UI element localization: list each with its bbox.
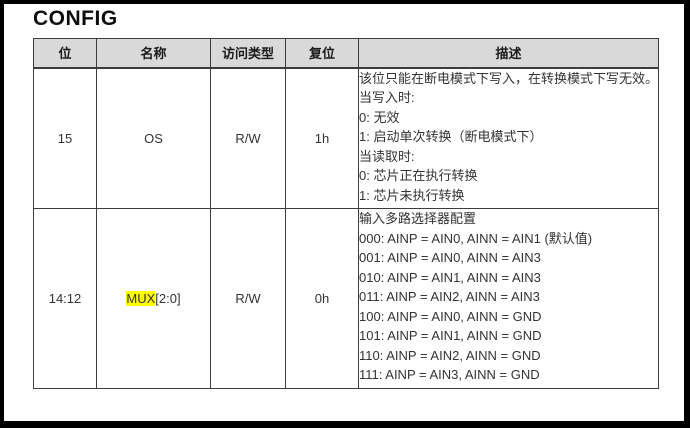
desc-line: 1: 启动单次转换（断电模式下） [359, 129, 543, 144]
bit-cell: 14:12 [33, 208, 97, 389]
highlighted-name-text: MUX [126, 291, 156, 306]
header-access-type: 访问类型 [210, 38, 286, 69]
header-name: 名称 [96, 38, 211, 69]
header-reset: 复位 [285, 38, 359, 69]
desc-line: 011: AINP = AIN2, AINN = AIN3 [359, 289, 540, 304]
access-cell: R/W [210, 208, 286, 389]
description-cell: 输入多路选择器配置 000: AINP = AIN0, AINN = AIN1 … [358, 208, 659, 389]
register-table: 位 名称 访问类型 复位 描述 15 OS R/W 1h 该位只能在断电模式下写… [33, 38, 659, 389]
desc-line: 当写入时: [359, 90, 415, 105]
desc-line: 0: 芯片正在执行转换 [359, 168, 478, 183]
desc-line: 101: AINP = AIN1, AINN = GND [359, 328, 542, 343]
reset-cell: 0h [285, 208, 359, 389]
desc-line: 当读取时: [359, 148, 415, 164]
desc-line: 001: AINP = AIN0, AINN = AIN3 [359, 250, 541, 265]
desc-line: 1: 芯片未执行转换 [359, 187, 465, 203]
header-description: 描述 [358, 38, 659, 69]
desc-line: 111: AINP = AIN3, AINN = GND [359, 367, 540, 382]
table-header-row: 位 名称 访问类型 复位 描述 [33, 38, 659, 69]
desc-line: 输入多路选择器配置 [359, 211, 477, 226]
bit-cell: 15 [33, 67, 97, 209]
desc-line: 000: AINP = AIN0, AINN = AIN1 (默认值) [359, 230, 593, 246]
access-cell: R/W [210, 67, 286, 209]
reset-cell: 1h [285, 67, 359, 209]
desc-line: 110: AINP = AIN2, AINN = GND [359, 347, 541, 363]
desc-line: 100: AINP = AIN0, AINN = GND [359, 308, 542, 324]
name-cell: MUX[2:0] [96, 208, 211, 389]
desc-line: 0: 无效 [359, 109, 400, 125]
table-row-os: 15 OS R/W 1h 该位只能在断电模式下写入，在转换模式下写无效。 当写入… [33, 67, 659, 209]
header-bit: 位 [33, 38, 97, 69]
register-title: CONFIG [33, 7, 118, 30]
desc-line: 该位只能在断电模式下写入，在转换模式下写无效。 [359, 70, 659, 86]
table-row-mux: 14:12 MUX[2:0] R/W 0h 输入多路选择器配置 000: AIN… [33, 208, 659, 389]
name-cell: OS [96, 67, 211, 209]
name-suffix-text: [2:0] [155, 291, 181, 306]
description-cell: 该位只能在断电模式下写入，在转换模式下写无效。 当写入时: 0: 无效 1: 启… [358, 67, 659, 209]
desc-line: 010: AINP = AIN1, AINN = AIN3 [359, 269, 541, 285]
